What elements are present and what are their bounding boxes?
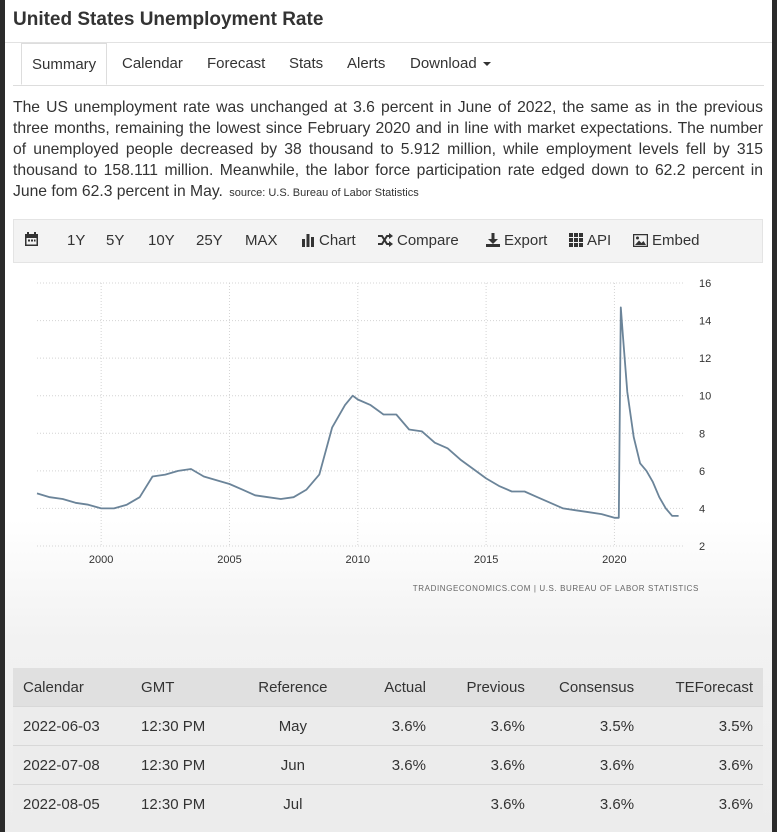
calendar-icon: [25, 232, 38, 246]
image-icon: [632, 233, 649, 248]
range-10y-button[interactable]: 10Y: [148, 232, 175, 249]
y-tick-label: 16: [699, 278, 711, 290]
range-5y-button[interactable]: 5Y: [106, 232, 125, 249]
title-divider: [5, 42, 772, 43]
cell-previous: 3.6%: [435, 784, 535, 823]
api-button-label: API: [587, 232, 612, 249]
table-row[interactable]: 2022-08-05 12:30 PM Jul 3.6% 3.6% 3.6%: [13, 784, 763, 823]
caret-down-icon: [482, 62, 491, 67]
tab-calendar[interactable]: Calendar: [122, 43, 183, 85]
cell-gmt: 12:30 PM: [131, 745, 239, 785]
tab-forecast-label: Forecast: [207, 55, 266, 72]
calendar-button[interactable]: [24, 220, 43, 262]
x-tick-label: 2015: [474, 554, 498, 566]
embed-button-label: Embed: [652, 232, 700, 249]
cell-gmt: 12:30 PM: [131, 706, 239, 746]
download-icon: [486, 233, 500, 247]
table-row[interactable]: 2022-07-08 12:30 PM Jun 3.6% 3.6% 3.6% 3…: [13, 745, 763, 785]
cell-consensus: 3.5%: [534, 706, 645, 746]
calendar-table: Calendar GMT Reference Actual Previous C…: [13, 668, 763, 823]
page: United States Unemployment Rate Summary …: [5, 0, 772, 832]
shuffle-icon: [378, 233, 393, 247]
y-tick-label: 12: [699, 353, 711, 365]
embed-button[interactable]: Embed: [632, 220, 700, 262]
tab-stats[interactable]: Stats: [289, 43, 323, 85]
y-tick-label: 2: [699, 541, 705, 553]
tab-forecast[interactable]: Forecast: [207, 43, 265, 85]
header-actual: Actual: [347, 668, 436, 707]
y-tick-label: 10: [699, 391, 711, 403]
y-tick-label: 8: [699, 428, 705, 440]
tab-calendar-label: Calendar: [122, 55, 183, 72]
cell-reference: May: [238, 706, 348, 746]
tab-stats-label: Stats: [289, 55, 324, 72]
x-tick-label: 2010: [346, 554, 370, 566]
range-1y-button[interactable]: 1Y: [67, 232, 86, 249]
header-gmt: GMT: [131, 668, 239, 707]
tab-download[interactable]: Download: [410, 43, 491, 85]
tab-summary-label: Summary: [32, 56, 97, 73]
tab-bar: Summary Calendar Forecast Stats Alerts D…: [13, 43, 764, 86]
cell-actual: 3.6%: [347, 706, 436, 746]
header-reference: Reference: [238, 668, 348, 707]
y-tick-label: 6: [699, 466, 705, 478]
chart-toolbar: 1Y 5Y 10Y 25Y MAX Chart Compare Export A…: [13, 219, 763, 263]
cell-date: 2022-06-03: [13, 706, 132, 746]
range-25y-button[interactable]: 25Y: [196, 232, 223, 249]
chart-button-label: Chart: [319, 232, 356, 249]
cell-actual: [347, 784, 436, 823]
tab-summary[interactable]: Summary: [21, 43, 108, 85]
cell-gmt: 12:30 PM: [131, 784, 239, 823]
chart-svg: 2 4 6 8 10 12 14 16 2000 2005 2010 2015 2020 TRADING…: [36, 278, 711, 593]
x-tick-label: 2020: [602, 554, 626, 566]
tab-alerts-label: Alerts: [347, 55, 386, 72]
export-button[interactable]: Export: [486, 220, 547, 262]
tab-download-label: Download: [410, 55, 477, 72]
unemployment-chart: 2 4 6 8 10 12 14 16 2000 2005 2010 2015 2020 TRADING…: [13, 265, 763, 605]
compare-button[interactable]: Compare: [377, 220, 459, 262]
tab-alerts[interactable]: Alerts: [347, 43, 385, 85]
chart-button[interactable]: Chart: [301, 220, 356, 262]
cell-consensus: 3.6%: [534, 784, 645, 823]
header-calendar: Calendar: [13, 668, 132, 707]
table-header-row: Calendar GMT Reference Actual Previous C…: [13, 668, 763, 707]
table-row[interactable]: 2022-06-03 12:30 PM May 3.6% 3.6% 3.5% 3…: [13, 706, 763, 746]
y-tick-label: 14: [699, 316, 711, 328]
cell-date: 2022-07-08: [13, 745, 132, 785]
grid-icon: [569, 233, 583, 247]
cell-previous: 3.6%: [435, 745, 535, 785]
cell-teforecast: 3.6%: [644, 745, 763, 785]
page-title: United States Unemployment Rate: [13, 9, 324, 30]
header-consensus: Consensus: [534, 668, 645, 707]
y-tick-label: 4: [699, 503, 705, 515]
range-max-button[interactable]: MAX: [245, 232, 278, 249]
cell-consensus: 3.6%: [534, 745, 645, 785]
series-line: [36, 306, 679, 519]
summary-text: The US unemployment rate was unchanged a…: [13, 97, 763, 204]
cell-reference: Jun: [238, 745, 348, 785]
x-tick-label: 2005: [217, 554, 241, 566]
cell-reference: Jul: [238, 784, 348, 823]
chart-credit: TRADINGECONOMICS.COM | U.S. BUREAU OF LA…: [413, 584, 699, 593]
header-teforecast: TEForecast: [644, 668, 763, 707]
source-note: source: U.S. Bureau of Labor Statistics: [229, 187, 419, 199]
api-button[interactable]: API: [569, 220, 611, 262]
cell-teforecast: 3.6%: [644, 784, 763, 823]
x-tick-label: 2000: [89, 554, 113, 566]
cell-actual: 3.6%: [347, 745, 436, 785]
cell-date: 2022-08-05: [13, 784, 132, 823]
header-previous: Previous: [435, 668, 535, 707]
cell-previous: 3.6%: [435, 706, 535, 746]
compare-button-label: Compare: [397, 232, 459, 249]
export-button-label: Export: [504, 232, 548, 249]
cell-teforecast: 3.5%: [644, 706, 763, 746]
summary-paragraph: The US unemployment rate was unchanged a…: [13, 99, 763, 200]
bar-chart-icon: [302, 234, 314, 247]
